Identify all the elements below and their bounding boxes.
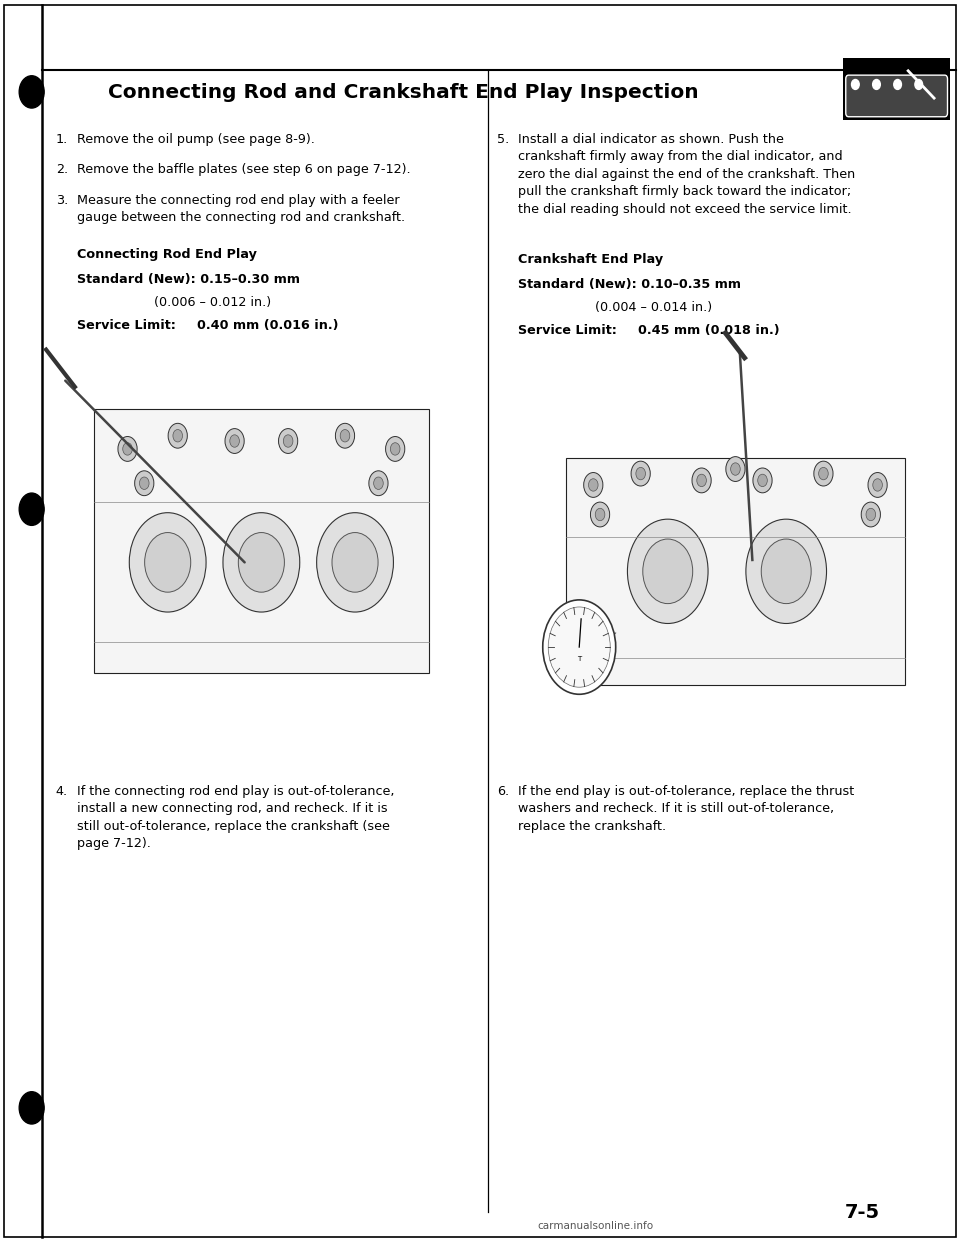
Text: 2.: 2. — [56, 163, 68, 175]
Circle shape — [19, 1092, 44, 1124]
Text: 5.: 5. — [497, 133, 510, 145]
Circle shape — [814, 461, 833, 486]
Circle shape — [915, 79, 923, 89]
Circle shape — [542, 600, 615, 694]
Text: Service Limit:: Service Limit: — [518, 324, 617, 337]
Circle shape — [643, 539, 693, 604]
Text: Measure the connecting rod end play with a feeler
gauge between the connecting r: Measure the connecting rod end play with… — [77, 194, 405, 225]
Circle shape — [238, 533, 284, 592]
Bar — [843, 58, 950, 120]
Text: If the connecting rod end play is out-of-tolerance,
install a new connecting rod: If the connecting rod end play is out-of… — [77, 785, 395, 851]
Circle shape — [873, 79, 880, 89]
Circle shape — [168, 424, 187, 448]
Circle shape — [894, 79, 901, 89]
Circle shape — [283, 435, 293, 447]
Circle shape — [868, 472, 887, 497]
Text: T: T — [577, 656, 582, 662]
Circle shape — [861, 502, 880, 527]
Circle shape — [145, 533, 191, 592]
Text: Install a dial indicator as shown. Push the
crankshaft firmly away from the dial: Install a dial indicator as shown. Push … — [518, 133, 855, 216]
Circle shape — [118, 436, 137, 461]
Text: Connecting Rod End Play: Connecting Rod End Play — [77, 248, 256, 261]
Circle shape — [229, 435, 239, 447]
Circle shape — [19, 76, 44, 108]
Circle shape — [631, 461, 650, 486]
Text: (0.006 – 0.012 in.): (0.006 – 0.012 in.) — [154, 296, 271, 308]
Text: Connecting Rod and Crankshaft End Play Inspection: Connecting Rod and Crankshaft End Play I… — [108, 83, 698, 102]
Circle shape — [335, 424, 354, 448]
Circle shape — [726, 457, 745, 482]
Text: Crankshaft End Play: Crankshaft End Play — [518, 253, 663, 266]
Circle shape — [628, 519, 708, 623]
Circle shape — [373, 477, 383, 489]
Circle shape — [173, 430, 182, 442]
Circle shape — [139, 477, 149, 489]
Circle shape — [223, 513, 300, 612]
Circle shape — [584, 472, 603, 497]
Circle shape — [19, 493, 44, 525]
Circle shape — [595, 508, 605, 520]
Text: 4.: 4. — [56, 785, 68, 797]
Text: If the end play is out-of-tolerance, replace the thrust
washers and recheck. If : If the end play is out-of-tolerance, rep… — [518, 785, 854, 833]
Circle shape — [819, 467, 828, 479]
Circle shape — [386, 436, 405, 461]
Text: 1.: 1. — [56, 133, 68, 145]
Bar — [56, 344, 464, 710]
Circle shape — [731, 463, 740, 476]
Circle shape — [852, 79, 859, 89]
Circle shape — [588, 478, 598, 491]
Text: 0.40 mm (0.016 in.): 0.40 mm (0.016 in.) — [197, 319, 338, 332]
Text: (0.004 – 0.014 in.): (0.004 – 0.014 in.) — [595, 301, 712, 313]
Circle shape — [134, 471, 154, 496]
Bar — [566, 458, 904, 686]
Text: Remove the oil pump (see page 8-9).: Remove the oil pump (see page 8-9). — [77, 133, 315, 145]
Text: 7-5: 7-5 — [845, 1202, 880, 1222]
Circle shape — [636, 467, 645, 479]
Circle shape — [873, 478, 882, 491]
Bar — [94, 410, 429, 673]
Circle shape — [225, 428, 244, 453]
Circle shape — [757, 474, 767, 487]
Circle shape — [278, 428, 298, 453]
Circle shape — [692, 468, 711, 493]
Text: Remove the baffle plates (see step 6 on page 7-12).: Remove the baffle plates (see step 6 on … — [77, 163, 411, 175]
Text: 3.: 3. — [56, 194, 68, 206]
Text: Standard (New): 0.10–0.35 mm: Standard (New): 0.10–0.35 mm — [518, 278, 741, 291]
Circle shape — [746, 519, 827, 623]
Text: 0.45 mm (0.018 in.): 0.45 mm (0.018 in.) — [638, 324, 780, 337]
Circle shape — [753, 468, 772, 493]
Text: 6.: 6. — [497, 785, 510, 797]
Circle shape — [340, 430, 349, 442]
Circle shape — [866, 508, 876, 520]
Circle shape — [369, 471, 388, 496]
Circle shape — [317, 513, 394, 612]
Text: Service Limit:: Service Limit: — [77, 319, 176, 332]
Text: carmanualsonline.info: carmanualsonline.info — [538, 1221, 653, 1231]
Circle shape — [332, 533, 378, 592]
Text: Standard (New): 0.15–0.30 mm: Standard (New): 0.15–0.30 mm — [77, 273, 300, 286]
Circle shape — [761, 539, 811, 604]
Circle shape — [130, 513, 206, 612]
FancyBboxPatch shape — [846, 76, 948, 117]
Circle shape — [548, 607, 611, 687]
Circle shape — [123, 442, 132, 455]
Circle shape — [391, 442, 400, 455]
Circle shape — [590, 502, 610, 527]
Bar — [501, 344, 935, 723]
Circle shape — [697, 474, 707, 487]
